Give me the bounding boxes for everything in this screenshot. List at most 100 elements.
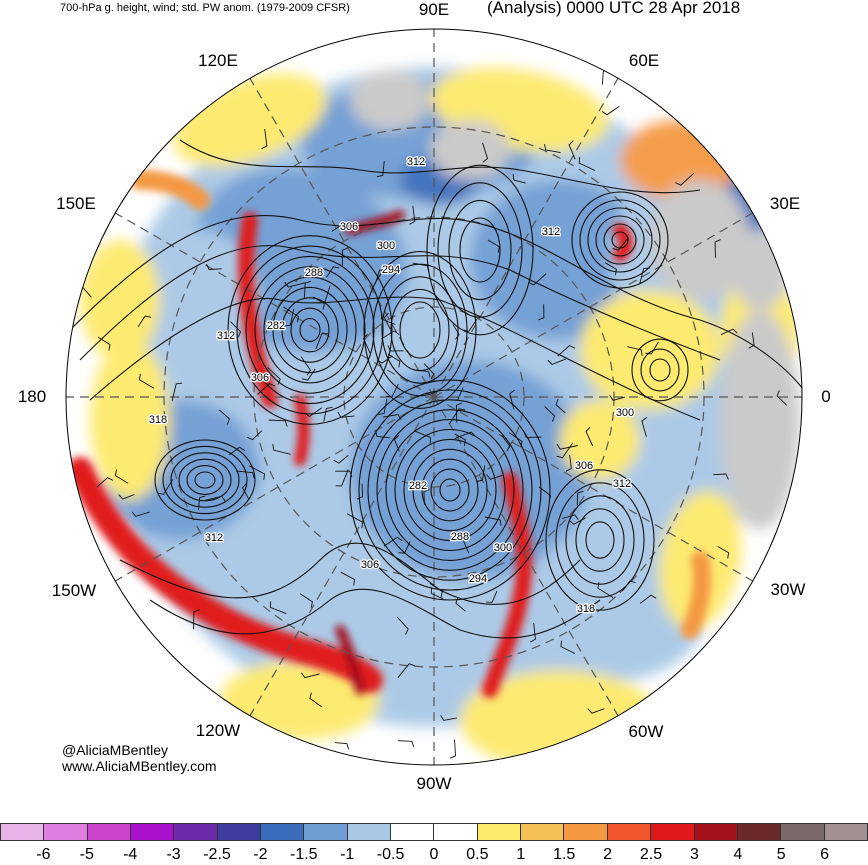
wind-barb xyxy=(675,172,695,186)
wind-barb xyxy=(604,262,617,276)
colorbar-swatch xyxy=(563,823,608,841)
wind-barb xyxy=(561,514,579,520)
land-mask xyxy=(350,70,430,130)
wind-barb xyxy=(415,369,431,378)
wind-barb xyxy=(409,205,416,225)
anomaly-band xyxy=(345,210,405,235)
colorbar-label: -5 xyxy=(79,846,94,863)
contour-label: 312 xyxy=(205,532,223,544)
height-contour xyxy=(631,338,689,402)
wind-barbs xyxy=(79,69,788,759)
wind-barb xyxy=(335,470,353,477)
colorbar-label: 6 xyxy=(820,846,830,863)
wind-barb xyxy=(544,144,561,154)
height-contour xyxy=(412,448,488,532)
wind-barb xyxy=(309,692,322,708)
lon-label-0: 0 xyxy=(821,387,831,406)
height-contour xyxy=(649,358,671,382)
anomaly-colorbar xyxy=(0,823,868,843)
wind-barb xyxy=(171,382,183,402)
colorbar-label: 1 xyxy=(516,846,526,863)
contour-label: 306 xyxy=(361,559,379,571)
wind-barb xyxy=(346,513,364,529)
wind-barb xyxy=(587,708,605,714)
colorbar-labels: -6 -5 -4 -3 -2.5 -2 -1.5 -1 -0.5 0 0.5 1 1.5 2 2.5 3 4 5 6 xyxy=(0,846,868,865)
anomaly-blob xyxy=(560,400,640,480)
land-mask xyxy=(650,180,750,300)
height-contour xyxy=(162,445,248,515)
wind-barb xyxy=(555,398,566,414)
wind-barb xyxy=(333,454,349,464)
land-mask xyxy=(730,230,790,310)
wind-barb xyxy=(283,306,299,323)
wind-barb xyxy=(382,414,402,420)
wind-barb xyxy=(301,672,320,679)
lon-label-180: 180 xyxy=(17,387,47,406)
wind-barb xyxy=(597,582,614,598)
colorbar-swatch xyxy=(520,823,565,841)
wind-barb xyxy=(249,465,265,481)
anomaly-blob xyxy=(350,360,590,580)
colorbar-label: -1.5 xyxy=(290,846,318,863)
colorbar-label: 5 xyxy=(776,846,786,863)
anomaly-band xyxy=(335,625,365,695)
wind-barb xyxy=(544,406,556,422)
wind-barb xyxy=(454,433,466,446)
wind-barb xyxy=(362,333,371,354)
wind-barb xyxy=(449,408,466,425)
colorbar-label: 0.5 xyxy=(466,846,489,863)
wind-barb xyxy=(512,174,526,184)
wind-barb xyxy=(538,486,552,502)
colorbar-label: 2.5 xyxy=(639,846,663,863)
height-contour xyxy=(254,266,366,394)
wind-barb xyxy=(423,489,430,505)
height-contour xyxy=(439,478,461,502)
pw-anomaly-detail xyxy=(67,170,711,698)
height-contour xyxy=(555,482,645,598)
contour-label: 294 xyxy=(382,264,400,276)
height-contour xyxy=(194,471,216,489)
wind-barb xyxy=(529,622,536,643)
wind-barb xyxy=(455,402,463,423)
anomaly-blob xyxy=(580,290,720,410)
wind-barb xyxy=(528,273,547,286)
contour-label: 312 xyxy=(542,226,560,238)
wind-barb xyxy=(206,263,222,270)
land-mask xyxy=(430,120,510,180)
lon-label-150w: 150W xyxy=(51,581,97,600)
colorbar-swatch xyxy=(0,823,45,841)
wind-barb xyxy=(430,587,444,600)
height-contour xyxy=(426,164,534,336)
wind-barb xyxy=(356,483,364,500)
height-contour xyxy=(394,428,506,552)
colorbar-swatch xyxy=(173,823,218,841)
wind-barb xyxy=(585,426,594,447)
colorbar-swatch xyxy=(780,823,825,841)
contour-label: 294 xyxy=(469,573,487,585)
wind-barb xyxy=(376,161,385,178)
colorbar-label: -0.5 xyxy=(376,846,405,863)
height-contour xyxy=(79,245,721,361)
wind-barb xyxy=(381,330,400,340)
lon-label-60e: 60E xyxy=(628,51,660,70)
credit-website: www.AliciaMBentley.com xyxy=(62,758,217,774)
wind-barb xyxy=(284,308,295,327)
colorbar-label: -6 xyxy=(36,846,51,863)
wind-barb xyxy=(717,546,730,559)
height-contour xyxy=(421,458,479,522)
wind-barb xyxy=(387,353,401,368)
lon-label-30w: 30W xyxy=(770,580,806,599)
lon-label-90e: 90E xyxy=(418,0,450,19)
height-contour xyxy=(585,521,615,559)
colorbar-label: -3 xyxy=(166,846,181,863)
wind-barb xyxy=(301,368,316,381)
wind-barb xyxy=(452,324,460,340)
lon-label-30e: 30E xyxy=(769,194,801,213)
height-contour xyxy=(376,409,524,571)
height-contour xyxy=(149,588,601,639)
height-contour xyxy=(459,217,501,283)
wind-barb xyxy=(397,663,415,678)
meridian-line xyxy=(249,396,435,716)
height-contour xyxy=(575,508,625,572)
wind-barb xyxy=(193,609,200,630)
